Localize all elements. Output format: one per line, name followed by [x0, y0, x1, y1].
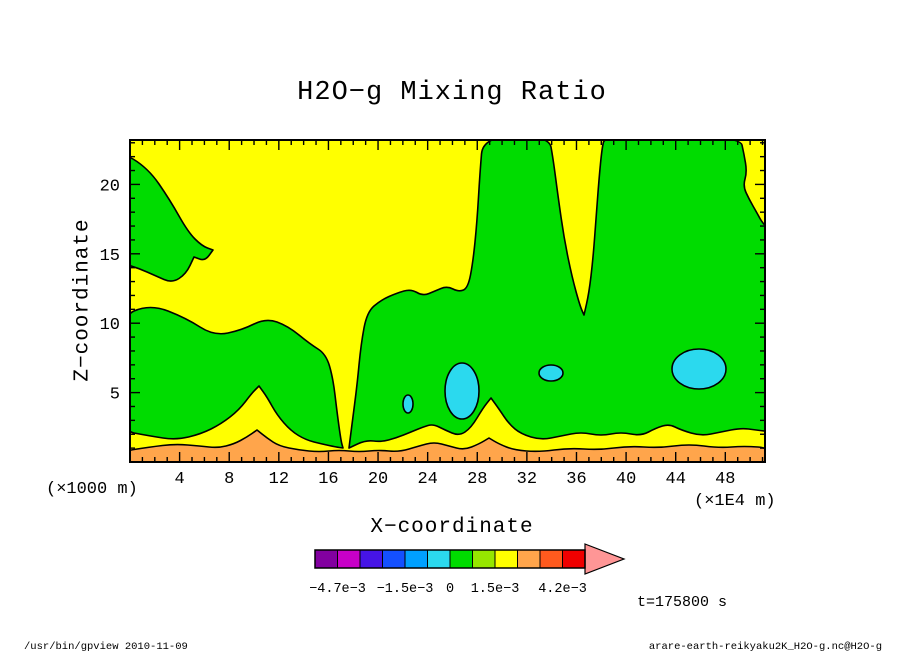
x-tick-label: 40	[616, 470, 636, 489]
colorbar-cell	[539, 549, 563, 569]
contour-field	[130, 140, 765, 462]
region-green-wedge-left	[130, 157, 214, 282]
x-tick-label: 12	[269, 470, 289, 489]
colorbar-cell	[337, 549, 361, 569]
colorbar-tick-label: −1.5e−3	[377, 582, 434, 597]
z-axis-label: Z−coordinate	[71, 218, 95, 382]
x-tick-label: 20	[368, 470, 388, 489]
colorbar-cell	[517, 549, 541, 569]
x-tick-label: 4	[175, 470, 185, 489]
colorbar-tick-label: 0	[446, 582, 454, 597]
colorbar-cell	[427, 549, 451, 569]
colorbar-tick-label: −4.7e−3	[309, 582, 366, 597]
region-cyan-cell-2	[444, 362, 480, 420]
colorbar-cell	[562, 549, 586, 569]
region-orange-surface-layer	[130, 429, 765, 462]
x-tick-label: 16	[318, 470, 338, 489]
x-tick-label: 28	[467, 470, 487, 489]
region-cyan-cell-1	[402, 394, 414, 414]
x-tick-label: 24	[417, 470, 437, 489]
colorbar-cell	[359, 549, 383, 569]
x-axis-unit: (×1E4 m)	[694, 492, 776, 511]
x-tick-label: 44	[666, 470, 686, 489]
x-tick-label: 48	[715, 470, 735, 489]
colorbar: −4.7e−3 −1.5e−3 0 1.5e−3 4.2e−3	[309, 543, 626, 597]
z-axis-unit: (×1000 m)	[46, 480, 138, 499]
z-tick-label: 15	[100, 247, 120, 266]
x-tick-label: 32	[517, 470, 537, 489]
footer-command: /usr/bin/gpview 2010-11-09	[24, 641, 188, 653]
colorbar-cell	[494, 549, 518, 569]
colorbar-arrow	[584, 543, 626, 575]
colorbar-cell	[382, 549, 406, 569]
z-tick-label: 10	[100, 316, 120, 335]
plot-title: H2O−g Mixing Ratio	[297, 78, 607, 108]
z-tick-label: 20	[100, 177, 120, 196]
region-green-main-left	[130, 306, 344, 449]
colorbar-tick-label: 1.5e−3	[471, 582, 520, 597]
colorbar-border	[314, 549, 586, 569]
region-cyan-cell-4	[671, 348, 727, 390]
colorbar-tick-label: 4.2e−3	[538, 582, 587, 597]
x-tick-label: 36	[566, 470, 586, 489]
colorbar-cell	[404, 549, 428, 569]
footer-dataset: arare-earth-reikyaku2K_H2O-g.nc@H2O-g	[648, 641, 882, 653]
x-axis-label: X−coordinate	[370, 516, 534, 539]
plot-frame	[129, 139, 766, 463]
x-tick-label: 8	[224, 470, 234, 489]
axis-ticks	[130, 140, 765, 462]
z-tick-label: 5	[110, 386, 120, 405]
region-cyan-cell-3	[538, 364, 564, 382]
time-annotation: t=175800 s	[637, 594, 728, 611]
colorbar-cell	[449, 549, 473, 569]
colorbar-cell	[314, 549, 338, 569]
colorbar-cell	[472, 549, 496, 569]
